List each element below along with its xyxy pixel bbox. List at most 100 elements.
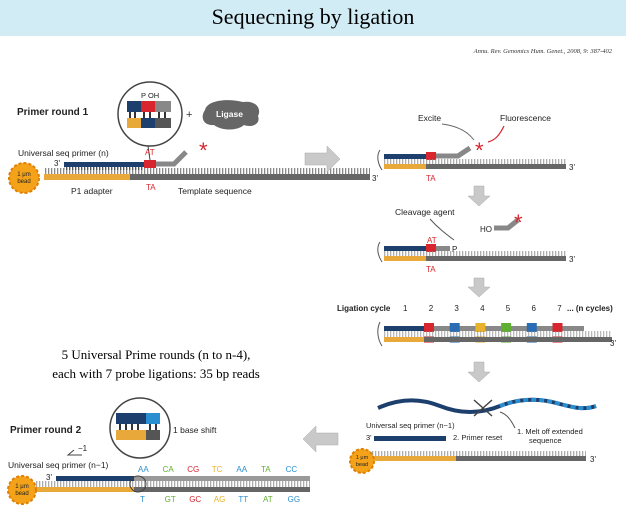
primer-round-2-label: Primer round 2	[10, 425, 82, 436]
step-primer-reset: Universal seq primer (n−1) 3' 2. Primer …	[349, 397, 597, 474]
round2-top-pair: CA	[163, 465, 175, 474]
reset-primer-strand	[374, 436, 446, 441]
template-3prime-label: 3'	[372, 174, 378, 183]
probe-magnifier: P OH	[117, 81, 183, 161]
round2-bottom-pair: AG	[214, 495, 226, 504]
round2-top-pairs: AA CA CG TC AA TA CC	[138, 465, 297, 474]
svg-text:3': 3'	[366, 433, 372, 442]
ligation-cycle-label: Ligation cycle	[337, 304, 391, 313]
ho-label: HO	[480, 225, 492, 234]
reset-template	[456, 456, 586, 461]
round2-bottom-pair: AT	[263, 495, 273, 504]
round2-bottom-pair: TT	[238, 495, 248, 504]
svg-text:bead: bead	[15, 491, 28, 497]
primer-round-2: Primer round 2 1 base shift −1 Universal…	[7, 397, 310, 505]
arrow-down-1	[467, 185, 491, 207]
plus-sign: +	[186, 109, 192, 121]
one-base-shift-label: 1 base shift	[173, 425, 217, 435]
cycle-primer	[384, 326, 424, 331]
svg-text:3': 3'	[569, 163, 575, 172]
cycle-number: 6	[532, 304, 537, 313]
round2-bottom-pair: GT	[165, 495, 176, 504]
primer-round-1-label: Primer round 1	[17, 107, 89, 118]
cleave-p-label: P	[452, 245, 457, 254]
round2-top-pair: AA	[138, 465, 149, 474]
probe-gray-tail	[156, 150, 188, 167]
slide-title: Sequecning by ligation	[211, 4, 415, 29]
svg-text:1 μm: 1 μm	[356, 455, 369, 461]
p1-adapter-strand	[44, 174, 130, 180]
n-cycles-label: ... (n cycles)	[567, 304, 613, 313]
arrow-down-2	[467, 277, 491, 298]
svg-text:3': 3'	[46, 473, 52, 482]
cleaved-fragment	[494, 218, 520, 231]
arrow-left	[302, 425, 339, 453]
round2-top-pair: CC	[286, 465, 298, 474]
cycle-number: 5	[506, 304, 511, 313]
summary-text: 5 Universal Prime rounds (n to n-4), eac…	[8, 345, 304, 383]
cycle-probe	[526, 323, 537, 332]
template-sequence-label: Template sequence	[178, 186, 252, 196]
citation: Annu. Rev. Genomics Hum. Genet., 2008, 9…	[473, 48, 612, 55]
detect-ta-label: TA	[426, 174, 436, 183]
cleave-at-label: AT	[427, 236, 437, 245]
cleave-ta-label: TA	[426, 265, 436, 274]
title-bar	[0, 0, 626, 36]
universal-primer-n1-label: Universal seq primer (n−1)	[8, 460, 109, 470]
cycle-number: 1	[403, 304, 408, 313]
fluor-star-1: *	[199, 138, 208, 163]
arrow-down-3	[467, 361, 491, 383]
probe-top-gray	[155, 101, 171, 112]
cycle-numbers: 1 2 3 4 5 6 7	[403, 304, 562, 313]
primer-round-1: Primer round 1 P OH + Ligase Universal s…	[8, 81, 378, 196]
universal-primer-n-label: Universal seq primer (n)	[18, 148, 109, 158]
cycle-probe	[552, 323, 563, 332]
svg-text:1 μm: 1 μm	[17, 172, 30, 178]
cycle-number: 4	[480, 304, 485, 313]
bead-2: 1 μm bead	[349, 448, 375, 474]
probe-bottom-orange	[127, 118, 141, 128]
cross-mark	[473, 399, 493, 417]
melt-off-label-1: 1. Melt off extended	[517, 427, 583, 436]
fluor-star-2: *	[475, 138, 484, 163]
bead-1: 1 μm bead	[8, 162, 40, 194]
summary-line-2: each with 7 probe ligations: 35 bp reads	[52, 366, 260, 381]
probe-ta-label: TA	[146, 183, 156, 192]
svg-text:1 μm: 1 μm	[15, 484, 28, 490]
round2-top-pair: CG	[187, 465, 199, 474]
detect-probe-red	[426, 152, 436, 160]
svg-text:bead: bead	[356, 462, 368, 468]
probe-red-block	[144, 160, 156, 168]
fluor-star-3: *	[514, 210, 523, 235]
svg-text:3': 3'	[610, 339, 616, 348]
fluorescence-label: Fluorescence	[500, 113, 551, 123]
svg-text:3': 3'	[590, 455, 596, 464]
cycle-template	[424, 337, 612, 342]
round2-top-pair: TC	[212, 465, 223, 474]
arrow-right-1	[304, 145, 341, 173]
svg-text:3': 3'	[569, 255, 575, 264]
probe-p-oh-label: P OH	[141, 91, 159, 100]
probe-at-label: AT	[145, 148, 155, 157]
bead-3: 1 μm bead	[7, 475, 37, 505]
round2-bottom-pairs: T GT GC AG TT AT GG	[140, 495, 300, 504]
round2-primer-strand	[56, 476, 134, 481]
round2-template	[134, 487, 310, 492]
cycle-probe	[424, 323, 434, 332]
excite-label: Excite	[418, 113, 441, 123]
cycle-number: 3	[454, 304, 459, 313]
cycle-number: 7	[557, 304, 562, 313]
detect-primer	[384, 154, 426, 159]
probe-top-red	[141, 101, 155, 112]
round2-bottom-pair: T	[140, 495, 145, 504]
step-detect: Excite Fluorescence * 3' TA	[377, 113, 575, 183]
round2-bottom-pair: GG	[288, 495, 300, 504]
svg-text:bead: bead	[17, 179, 30, 185]
cleavage-agent-label: Cleavage agent	[395, 207, 455, 217]
ligation-cycle: Ligation cycle 1 2 3 4 5 6 7 ... (n cycles) 3'	[337, 304, 616, 348]
cycle-probe	[449, 323, 460, 332]
template-strand	[130, 174, 370, 180]
step-cleave: Cleavage agent HO * AT P 3' TA	[377, 207, 575, 274]
ligase-label: Ligase	[216, 109, 243, 119]
